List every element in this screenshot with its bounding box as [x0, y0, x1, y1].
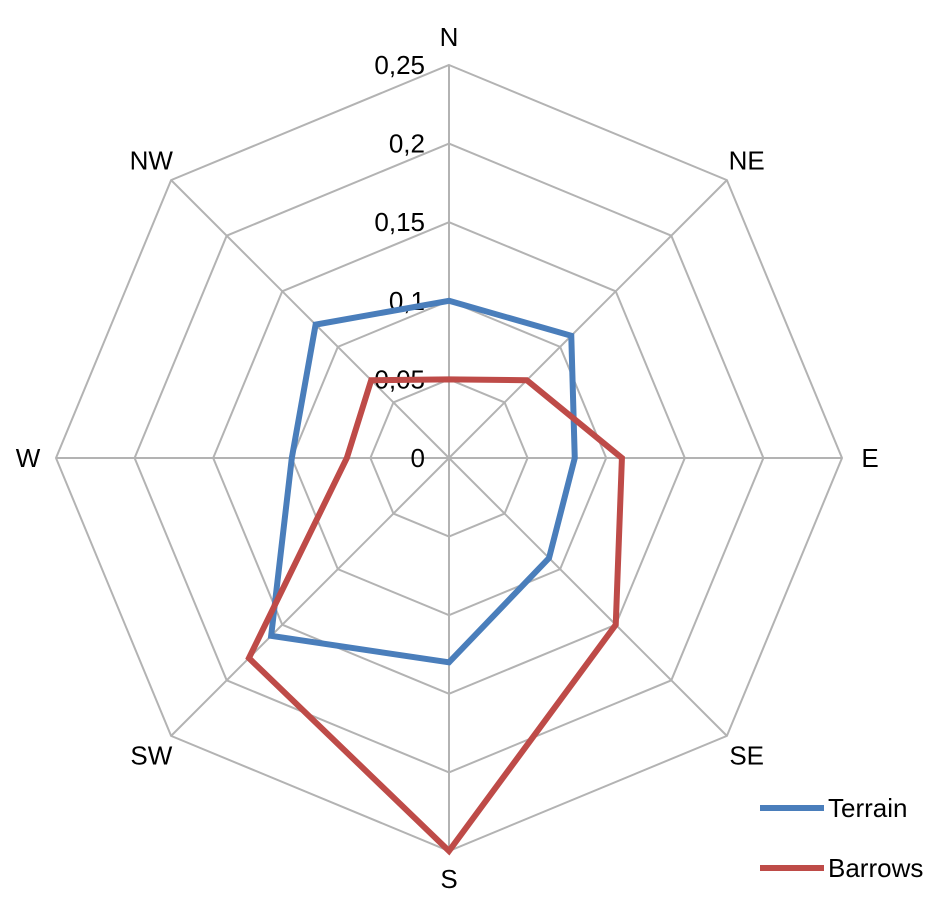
- legend: Terrain Barrows: [760, 793, 923, 883]
- series-line-barrows: [245, 376, 625, 856]
- direction-label: S: [440, 864, 457, 894]
- direction-label: SW: [130, 741, 172, 771]
- direction-label: SE: [729, 741, 764, 771]
- series-line-terrain: [267, 297, 578, 666]
- direction-label: W: [16, 443, 41, 473]
- tick-label: 0,15: [374, 207, 425, 237]
- spoke-line: [448, 179, 728, 459]
- radar-spokes: [56, 65, 842, 851]
- data-series: [245, 297, 625, 856]
- spoke-line: [170, 179, 450, 459]
- tick-label: 0: [411, 443, 425, 473]
- spoke-line: [170, 457, 450, 737]
- direction-label: NE: [729, 145, 765, 175]
- radial-tick-labels: 00,050,10,150,20,25: [374, 50, 425, 473]
- direction-label: N: [440, 22, 459, 52]
- direction-label: E: [861, 443, 878, 473]
- legend-label: Terrain: [828, 793, 907, 823]
- spoke-line: [448, 457, 728, 737]
- direction-labels: N NE E SE S SW W NW: [16, 22, 879, 894]
- direction-label: NW: [130, 145, 174, 175]
- legend-label: Barrows: [828, 853, 923, 883]
- tick-label: 0,2: [389, 129, 425, 159]
- tick-label: 0,25: [374, 50, 425, 80]
